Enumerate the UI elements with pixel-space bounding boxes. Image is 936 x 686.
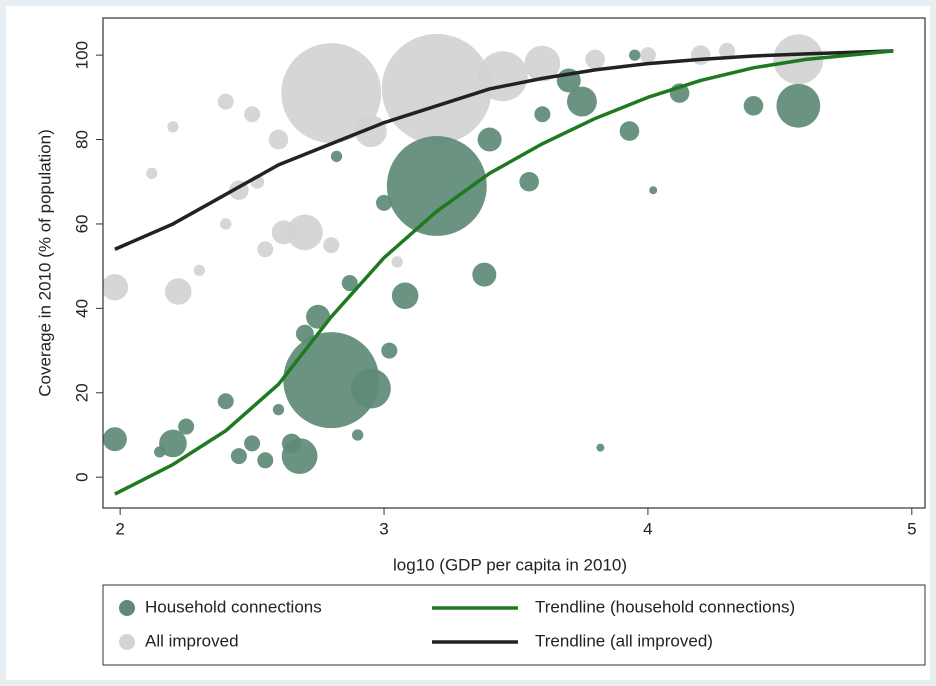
bubble	[164, 278, 192, 305]
bubble	[217, 93, 234, 110]
trendline	[114, 49, 894, 251]
y-tick-label: 100	[72, 41, 91, 69]
bubble	[629, 49, 641, 61]
bubble	[268, 129, 289, 150]
bubble	[281, 438, 318, 474]
bubble	[596, 443, 605, 452]
bubble	[230, 448, 247, 465]
bubble	[323, 237, 340, 254]
bubble	[103, 427, 127, 452]
x-tick-label: 5	[907, 519, 916, 538]
bubble	[743, 95, 764, 116]
y-tick-label: 60	[72, 214, 91, 233]
bubble	[244, 435, 261, 452]
bubble	[381, 342, 398, 359]
y-tick-label: 20	[72, 383, 91, 402]
y-tick-label: 0	[72, 472, 91, 481]
x-tick-label: 3	[379, 519, 388, 538]
bubble	[776, 83, 821, 128]
bubble	[103, 274, 129, 301]
bubble	[146, 167, 158, 179]
bubble	[220, 218, 232, 230]
bubble	[272, 404, 285, 416]
bubble	[154, 446, 166, 458]
bubble	[619, 121, 640, 141]
legend-marker	[119, 600, 135, 616]
bubble	[330, 150, 343, 163]
bubble	[341, 275, 358, 292]
y-axis-label: Coverage in 2010 (% of population)	[35, 129, 54, 396]
y-tick-label: 40	[72, 299, 91, 318]
bubble	[257, 452, 274, 469]
bubble	[306, 304, 331, 329]
bubble	[477, 127, 502, 152]
trendline	[114, 49, 894, 496]
bubble	[376, 194, 393, 211]
bubble	[719, 42, 736, 59]
bubble	[178, 418, 195, 435]
legend-label: Household connections	[145, 597, 322, 616]
bubble	[286, 214, 323, 251]
bubble	[690, 45, 711, 65]
bubble	[350, 368, 391, 409]
bubble	[283, 332, 380, 429]
x-axis-label: log10 (GDP per capita in 2010)	[393, 555, 627, 574]
bubble	[649, 186, 658, 195]
bubble	[167, 121, 179, 133]
bubble	[351, 429, 364, 441]
bubble	[585, 49, 605, 70]
bubble	[159, 429, 187, 458]
legend-items: Household connections All improved Trendli…	[119, 597, 795, 650]
legend-label: Trendline (all improved)	[535, 631, 713, 650]
x-tick-label: 2	[115, 519, 124, 538]
legend-label: Trendline (household connections)	[535, 597, 795, 616]
bubble	[193, 264, 205, 277]
legend-marker	[119, 634, 135, 650]
bubble	[534, 106, 551, 123]
plot-frame	[102, 17, 926, 509]
bubble	[244, 106, 261, 123]
bubble	[477, 51, 528, 102]
bubble	[217, 393, 234, 410]
bubble	[639, 47, 656, 64]
bubble	[257, 241, 274, 258]
bubble	[391, 256, 403, 268]
x-tick-label: 4	[643, 519, 652, 538]
plot-area	[103, 33, 894, 496]
bubble	[281, 43, 382, 144]
bubble	[524, 45, 561, 82]
legend	[102, 584, 926, 666]
axes: 2 3 4 5 0 20 40 60 80 100	[72, 41, 916, 539]
y-tick-label: 80	[72, 130, 91, 149]
legend-label: All improved	[145, 631, 239, 650]
bubble	[472, 262, 497, 287]
bubble	[519, 171, 539, 192]
bubble	[391, 282, 419, 309]
bubble	[386, 136, 487, 236]
bubble	[381, 33, 492, 144]
bubble	[566, 86, 597, 117]
